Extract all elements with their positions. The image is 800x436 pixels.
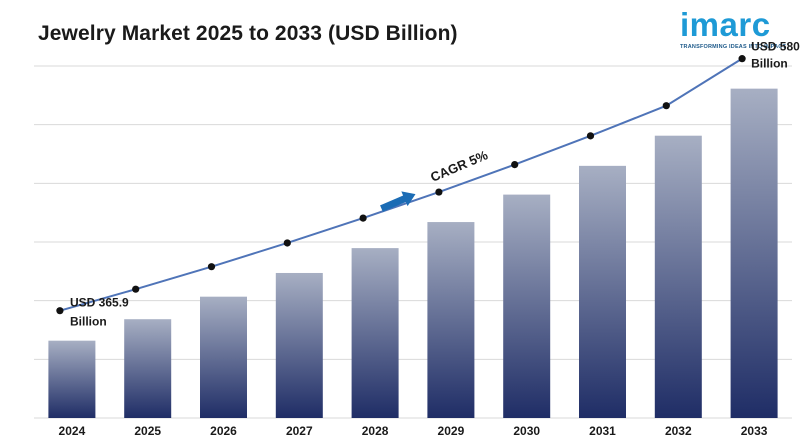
x-tick-label: 2030: [513, 424, 540, 436]
trend-point-2032: [662, 102, 670, 110]
bar-2026: [200, 296, 247, 418]
cagr-arrow-head: [401, 191, 416, 207]
bar-2028: [351, 248, 399, 418]
x-tick-label: 2027: [286, 424, 313, 436]
x-tick-label: 2026: [210, 424, 237, 436]
trend-point-2033: [738, 55, 746, 63]
end-value-label: USD 580.7: [751, 40, 800, 54]
x-tick-label: 2031: [589, 424, 616, 436]
x-tick-label: 2032: [665, 424, 692, 436]
cagr-arrow-shaft: [380, 195, 407, 212]
trend-point-2025: [132, 285, 140, 293]
start-value-unit: Billion: [70, 315, 107, 329]
bar-2024: [48, 340, 96, 418]
logo-wordmark: imarc: [680, 6, 771, 43]
bar-2031: [579, 165, 626, 418]
bar-2025: [124, 319, 172, 418]
start-value-label: USD 365.9: [70, 296, 129, 310]
trend-point-2030: [511, 160, 519, 169]
x-tick-label: 2029: [438, 424, 465, 436]
bar-2030: [503, 194, 551, 418]
imarc-logo: imarc TRANSFORMING IDEAS INTO IMPACT: [676, 6, 788, 52]
logo-tagline: TRANSFORMING IDEAS INTO IMPACT: [680, 44, 787, 50]
bar-2033: [730, 88, 778, 419]
trend-point-2024: [56, 307, 64, 315]
trend-polyline: [59, 57, 743, 312]
trend-point-2026: [207, 263, 216, 271]
x-axis-ticks: 2024 2025 2026 2027 2028 2029 2030 2031 2032 2033: [59, 424, 768, 436]
bar-2027: [275, 272, 323, 418]
bar-2032: [654, 135, 702, 419]
trend-point-2027: [283, 239, 291, 247]
cagr-arrow: [380, 191, 416, 212]
cagr-label: CAGR 5%: [428, 147, 490, 185]
x-tick-label: 2024: [59, 424, 86, 436]
trend-point-2031: [586, 132, 595, 140]
trend-point-2028: [359, 214, 367, 222]
x-tick-label: 2028: [362, 424, 389, 436]
bar-2029: [427, 222, 475, 418]
end-value-unit: Billion: [751, 57, 788, 71]
chart-title: Jewelry Market 2025 to 2033 (USD Billion…: [38, 22, 458, 45]
trend-line: [56, 55, 746, 315]
x-tick-label: 2033: [741, 424, 768, 436]
trend-point-2029: [435, 188, 443, 196]
x-tick-label: 2025: [134, 424, 161, 436]
bars: [48, 88, 778, 419]
